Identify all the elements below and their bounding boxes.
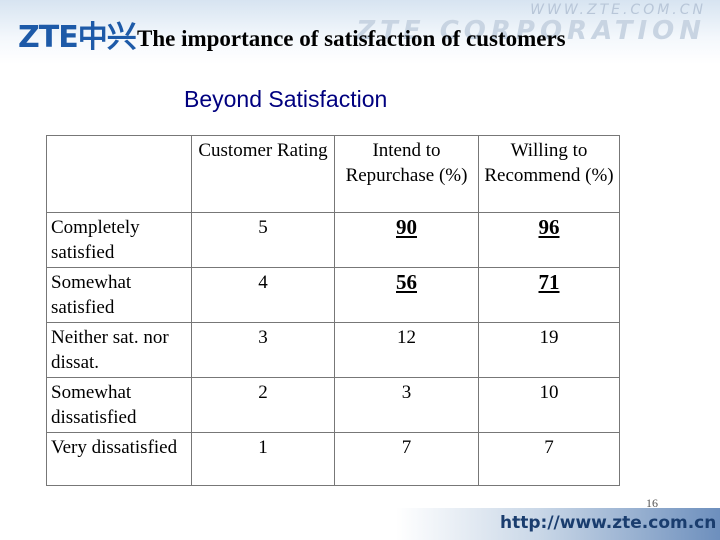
row-label: Somewhat dissatisfied [46, 377, 192, 433]
cell: 2 [191, 377, 335, 433]
row-label: Very dissatisfied [46, 432, 192, 486]
header-banner [0, 0, 720, 64]
column-header: Customer Rating [191, 135, 335, 213]
row-label: Completely satisfied [46, 212, 192, 268]
cell: 3 [191, 322, 335, 378]
cell: 96 [478, 212, 620, 268]
table: Customer Rating Intend to Repurchase (%) W… [46, 135, 620, 486]
row-label: Neither sat. nor dissat. [46, 322, 192, 378]
cell: 7 [334, 432, 479, 486]
cell: 19 [478, 322, 620, 378]
watermark-url: WWW.ZTE.COM.CN [530, 2, 706, 18]
column-header: Willing to Recommend (%) [478, 135, 620, 213]
header-row: Customer Rating Intend to Repurchase (%) W… [46, 135, 620, 213]
column-header [46, 135, 192, 213]
table-row: Neither sat. nor dissat. 3 12 19 [46, 322, 620, 378]
page-number: 16 [646, 496, 658, 510]
cell: 90 [334, 212, 479, 268]
cell: 4 [191, 267, 335, 323]
table-row: Somewhat satisfied 4 56 71 [46, 267, 620, 323]
cell: 71 [478, 267, 620, 323]
table-row: Somewhat dissatisfied 2 3 10 [46, 377, 620, 433]
watermark-corp: ZTE CORPORATION [356, 16, 706, 46]
cell: 5 [191, 212, 335, 268]
cell: 3 [334, 377, 479, 433]
cell: 1 [191, 432, 335, 486]
table-row: Very dissatisfied 1 7 7 [46, 432, 620, 486]
slide-title: The importance of satisfaction of custom… [137, 26, 566, 51]
footer-bar [0, 508, 720, 540]
column-header: Intend to Repurchase (%) [334, 135, 479, 213]
table-row: Completely satisfied 5 90 96 [46, 212, 620, 268]
logo: ZTE中兴 [18, 20, 137, 55]
row-label: Somewhat satisfied [46, 267, 192, 323]
cell: 12 [334, 322, 479, 378]
cell: 10 [478, 377, 620, 433]
cell: 7 [478, 432, 620, 486]
subtitle: Beyond Satisfaction [184, 86, 388, 112]
cell: 56 [334, 267, 479, 323]
footer-url: http://www.zte.com.cn [500, 513, 717, 533]
